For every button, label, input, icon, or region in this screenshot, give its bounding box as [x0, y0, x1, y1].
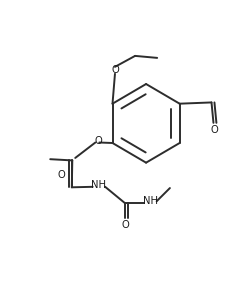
Text: O: O [211, 125, 218, 135]
Text: NH: NH [143, 196, 158, 206]
Text: NH: NH [91, 180, 106, 190]
Text: O: O [95, 136, 102, 146]
Text: O: O [111, 65, 119, 75]
Text: O: O [122, 221, 130, 230]
Text: O: O [57, 170, 65, 180]
